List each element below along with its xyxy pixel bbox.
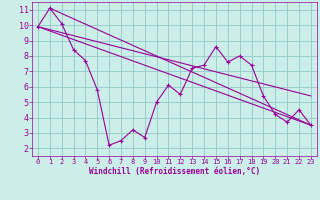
X-axis label: Windchill (Refroidissement éolien,°C): Windchill (Refroidissement éolien,°C): [89, 167, 260, 176]
